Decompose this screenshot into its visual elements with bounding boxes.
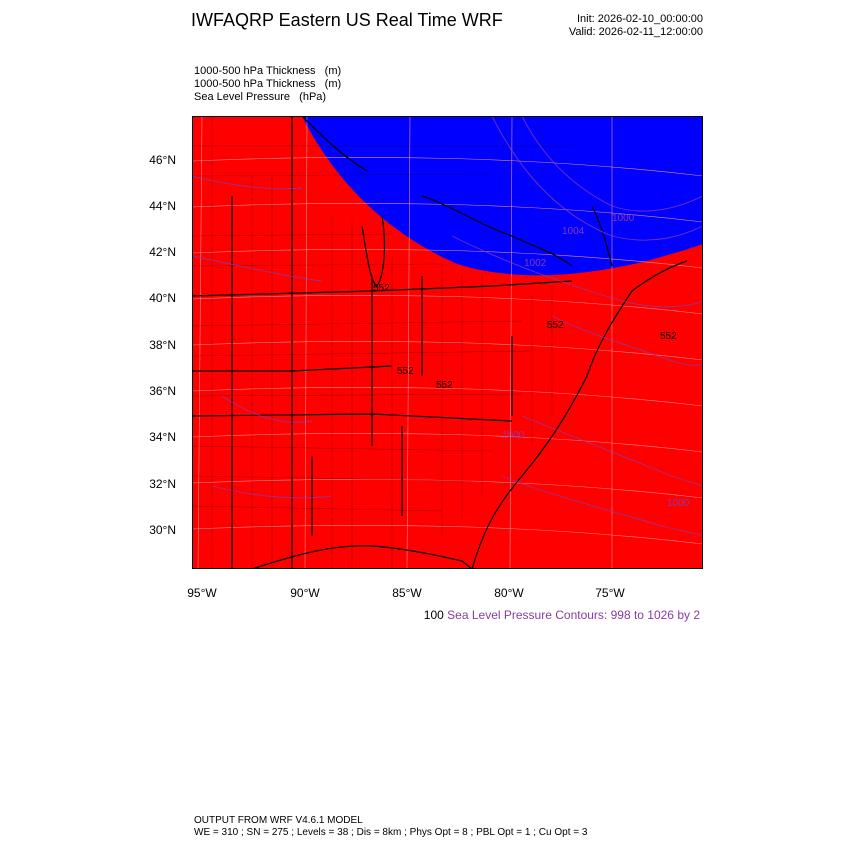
thickness-label: 552 [660,331,677,342]
thickness-label: 552 [397,366,414,377]
field-label-2: 1000-500 hPa Thickness (m) [194,78,342,90]
thickness-label: 552 [373,283,390,294]
slp-label: 1000 [612,213,635,224]
slp-contours [192,116,703,537]
thickness-contour-number: 100 [423,608,444,622]
slp-label: 1004 [562,226,585,237]
footer-line-1: OUTPUT FROM WRF V4.6.1 MODEL [194,815,363,826]
init-time: Init: 2026-02-10_00:00:00 [577,13,703,25]
field-label-1: 1000-500 hPa Thickness (m) [194,65,342,77]
lon-label: 85°W [392,586,422,600]
footer-line-2: WE = 310 ; SN = 275 ; Levels = 38 ; Dis … [194,827,588,838]
weather-map: 552 552 552 552 552 1000 1004 1002 1000 … [192,116,703,569]
contour-note: 100 Sea Level Pressure Contours: 998 to … [424,608,700,622]
slp-label: 1000 [667,498,690,509]
model-footer: OUTPUT FROM WRF V4.6.1 MODEL WE = 310 ; … [194,815,587,839]
slp-contour-note: Sea Level Pressure Contours: 998 to 1026… [447,608,700,622]
thickness-contour-labels: 552 552 552 552 552 [373,283,677,391]
lon-label: 90°W [290,586,320,600]
field-label-3: Sea Level Pressure (hPa) [194,91,327,103]
lat-label: 34°N [149,430,176,444]
slp-label: 1000 [502,430,525,441]
lat-label: 44°N [149,199,176,213]
lat-label: 42°N [149,245,176,259]
thickness-label: 552 [547,320,564,331]
slp-label: 1002 [524,258,547,269]
thickness-label: 552 [436,380,453,391]
cold-fill [302,116,703,276]
valid-time: Valid: 2026-02-11_12:00:00 [568,26,703,38]
county-lines [192,116,572,569]
field-legend: 1000-500 hPa Thickness (m) 1000-500 hPa … [194,65,341,104]
lon-label: 75°W [595,586,625,600]
map-title: IWFAQRP Eastern US Real Time WRF [191,10,503,30]
lon-label: 95°W [187,586,217,600]
lat-label: 36°N [149,384,176,398]
lat-label: 38°N [149,338,176,352]
map-frame [192,116,703,569]
lat-label: 46°N [149,153,176,167]
graticule [192,116,703,569]
run-times: Init: 2026-02-10_00:00:00 Valid: 2026-02… [569,13,703,39]
lat-label: 32°N [149,477,176,491]
lat-label: 40°N [149,291,176,305]
lon-label: 80°W [494,586,524,600]
slp-contour-labels: 1000 1004 1002 1000 1000 [502,213,690,509]
lat-label: 30°N [149,523,176,537]
